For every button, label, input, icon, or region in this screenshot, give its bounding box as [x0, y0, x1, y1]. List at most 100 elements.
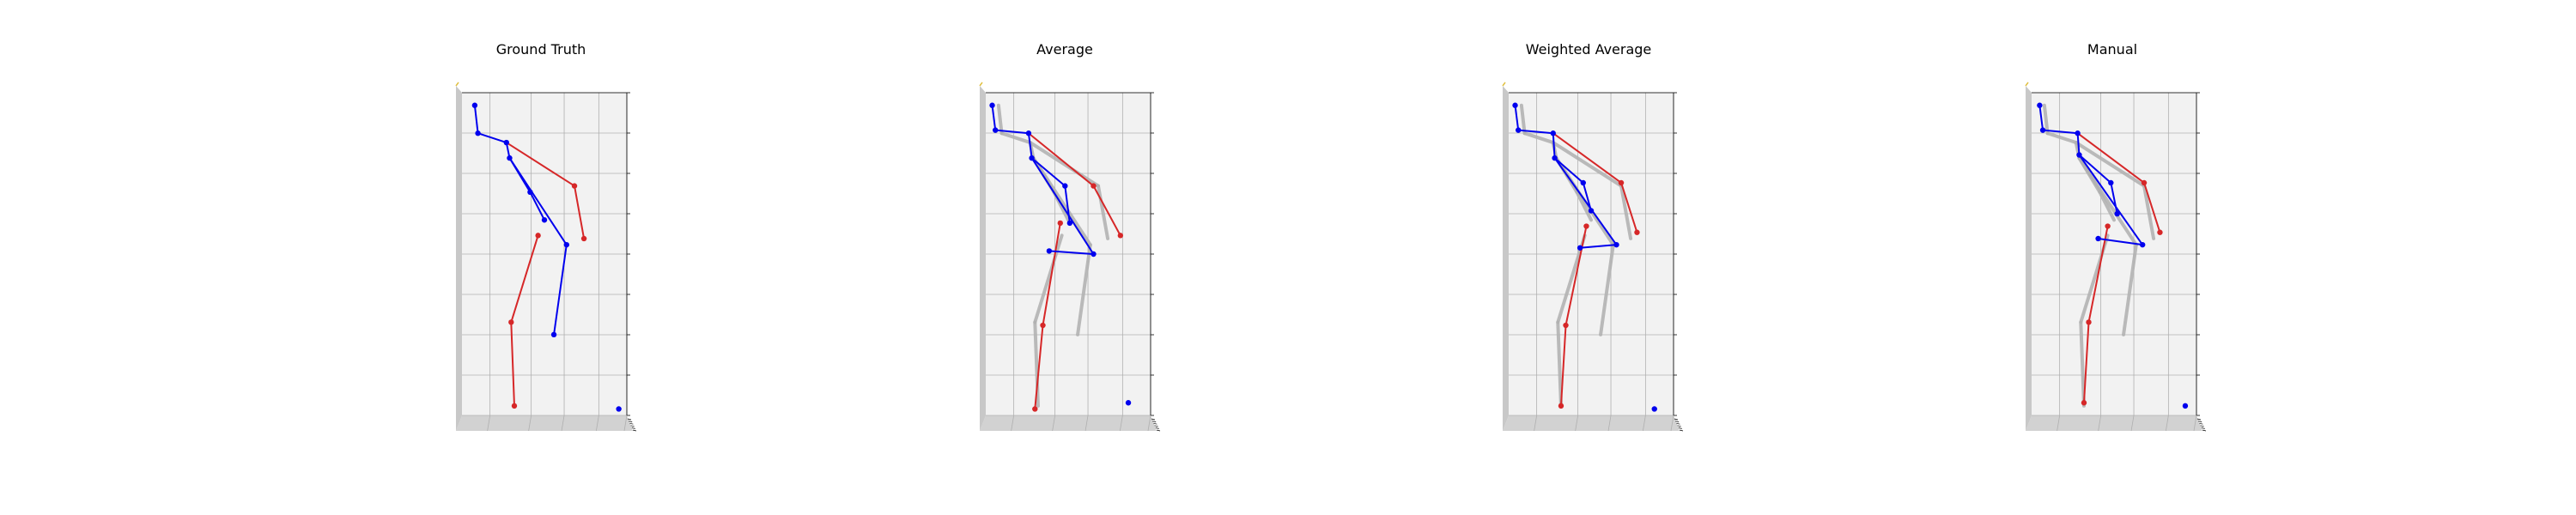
- floor-grid-line: [2165, 415, 2169, 432]
- floor-grid-line: [487, 415, 491, 432]
- joint-marker: [507, 154, 513, 161]
- right-limb-bone: [2078, 154, 2111, 184]
- joint-marker: [527, 189, 533, 196]
- side-pane: [456, 86, 462, 431]
- joint-marker: [2157, 229, 2163, 235]
- left-limb-bone: [1620, 182, 1638, 233]
- floor-pane: [456, 415, 633, 431]
- floor-tick: [1156, 429, 1161, 432]
- ground-truth-bone: [1097, 184, 1110, 240]
- joint-marker: [471, 102, 478, 108]
- ground-truth-bone: [1519, 103, 1527, 136]
- ground-truth-bone: [2042, 103, 2050, 136]
- right-limb-bone: [1030, 157, 1095, 255]
- right-limb-bone: [1518, 129, 1553, 135]
- ground-truth-bone: [2122, 243, 2138, 336]
- floor-tick: [2201, 427, 2205, 429]
- left-limb-bone: [2143, 182, 2161, 233]
- right-limb-bone: [2042, 129, 2078, 135]
- corner-tick: [455, 82, 459, 87]
- joint-marker: [1032, 406, 1038, 412]
- joint-marker: [1091, 251, 1097, 258]
- floor-tick: [630, 425, 635, 427]
- joint-marker: [1512, 102, 1518, 108]
- ground-truth-bone: [1033, 320, 1040, 408]
- joint-marker: [1516, 127, 1522, 133]
- floor-tick: [1679, 429, 1684, 432]
- floor-grid-line: [1607, 415, 1612, 432]
- joint-marker: [1062, 183, 1068, 189]
- joint-marker: [2076, 152, 2082, 158]
- left-limb-bone: [1559, 324, 1567, 406]
- floor-tick: [2196, 418, 2202, 421]
- floor-grid-line: [1147, 415, 1151, 432]
- floor-grid-line: [1670, 415, 1674, 432]
- floor-tick: [1677, 425, 1681, 427]
- floor-tick: [629, 422, 634, 425]
- joint-marker: [2105, 223, 2111, 229]
- floor-grid-line: [1052, 415, 1056, 432]
- ground-truth-bone: [1575, 190, 1593, 222]
- floor-tick: [629, 421, 633, 422]
- corner-tick: [979, 82, 983, 87]
- joint-marker: [563, 241, 570, 248]
- right-limb-bone: [2078, 154, 2143, 245]
- floor-grid-line: [1119, 415, 1123, 432]
- right-limb-bone: [995, 129, 1030, 135]
- joint-marker: [1577, 245, 1583, 251]
- right-limb-bone: [1580, 244, 1617, 249]
- joint-marker: [616, 406, 622, 412]
- right-limb-bone: [2038, 105, 2044, 130]
- left-limb-bone: [574, 185, 586, 239]
- joint-marker: [580, 235, 587, 242]
- floor-grid-line: [1011, 415, 1015, 432]
- floor-tick: [1676, 422, 1680, 425]
- left-limb-bone: [1552, 132, 1622, 184]
- joint-marker: [1634, 229, 1640, 235]
- floor-grid-line: [1642, 415, 1646, 432]
- floor-pane: [2026, 415, 2202, 431]
- right-limb-bone: [991, 105, 997, 130]
- left-limb-bone: [1042, 222, 1061, 326]
- joint-marker: [511, 403, 518, 409]
- joint-marker: [2114, 210, 2120, 217]
- left-limb-bone: [1034, 324, 1044, 409]
- floor-tick: [1678, 427, 1682, 429]
- floor-tick: [631, 427, 635, 429]
- ground-truth-bone: [1031, 156, 1092, 247]
- floor-tick: [2199, 422, 2203, 425]
- floor-pane: [1503, 415, 1680, 431]
- ground-truth-bone: [1619, 184, 1633, 240]
- floor-grid-line: [1575, 415, 1579, 432]
- left-limb-bone: [510, 235, 539, 323]
- joint-marker: [1618, 179, 1625, 186]
- joint-marker: [1025, 130, 1032, 136]
- ground-truth-bone: [1551, 141, 1624, 188]
- ground-truth-bone: [2079, 320, 2086, 408]
- joint-marker: [1558, 403, 1564, 409]
- panel-title-weighted-average: Weighted Average: [1525, 41, 1652, 58]
- floor-pane: [980, 415, 1157, 431]
- joint-marker: [1588, 208, 1595, 214]
- panel-average: [979, 82, 1161, 432]
- joint-marker: [1580, 179, 1586, 186]
- left-limb-bone: [2082, 322, 2090, 403]
- floor-tick: [2200, 425, 2204, 427]
- joint-marker: [475, 130, 481, 136]
- joint-marker: [508, 319, 514, 325]
- ground-truth-bone: [1599, 243, 1615, 336]
- floor-tick: [2202, 429, 2207, 432]
- joint-marker: [2075, 130, 2081, 136]
- ground-truth-bone: [1028, 141, 1101, 188]
- ground-truth-bone: [996, 103, 1004, 136]
- joint-marker: [2139, 241, 2146, 248]
- corner-tick: [1502, 82, 1506, 87]
- floor-tick: [1153, 422, 1157, 425]
- floor-grid-line: [2130, 415, 2135, 432]
- joint-marker: [1091, 183, 1097, 189]
- side-pane: [2026, 86, 2032, 431]
- side-pane: [1503, 86, 1509, 431]
- joint-marker: [550, 331, 557, 338]
